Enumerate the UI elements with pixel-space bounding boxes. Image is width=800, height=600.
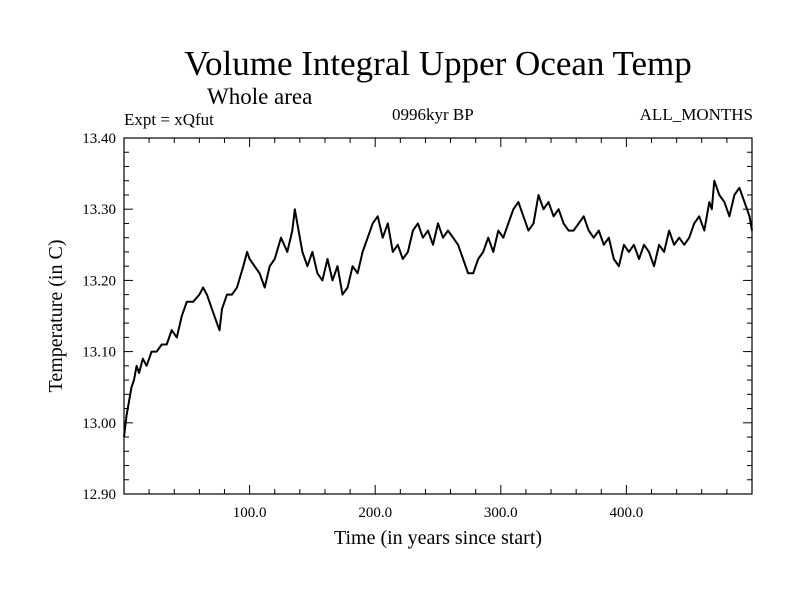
y-tick-label: 13.00 — [82, 416, 116, 432]
experiment-label: Expt = xQfut — [124, 110, 214, 129]
era-label: 0996kyr BP — [392, 105, 474, 124]
x-tick-label: 300.0 — [484, 505, 518, 521]
y-axis-label: Temperature (in C) — [45, 240, 67, 393]
x-tick-label: 100.0 — [233, 505, 267, 521]
x-axis-label: Time (in years since start) — [334, 527, 542, 549]
y-tick-label: 12.90 — [82, 487, 116, 503]
plot-frame — [123, 137, 753, 495]
y-tick-label: 13.10 — [82, 345, 116, 361]
y-axis: 12.90 13.00 13.10 13.20 13.30 13.40 — [82, 131, 752, 503]
x-axis: 100.0 200.0 300.0 400.0 — [148, 138, 728, 521]
x-tick-label: 200.0 — [358, 505, 392, 521]
x-tick-label: 400.0 — [610, 505, 644, 521]
y-tick-label: 13.30 — [82, 202, 116, 218]
chart-subtitle: Whole area — [207, 84, 313, 109]
months-label: ALL_MONTHS — [639, 105, 753, 124]
series-line — [123, 179, 753, 438]
chart-title: Volume Integral Upper Ocean Temp — [184, 44, 692, 83]
y-tick-label: 13.20 — [82, 273, 116, 289]
y-tick-label: 13.40 — [82, 131, 116, 147]
